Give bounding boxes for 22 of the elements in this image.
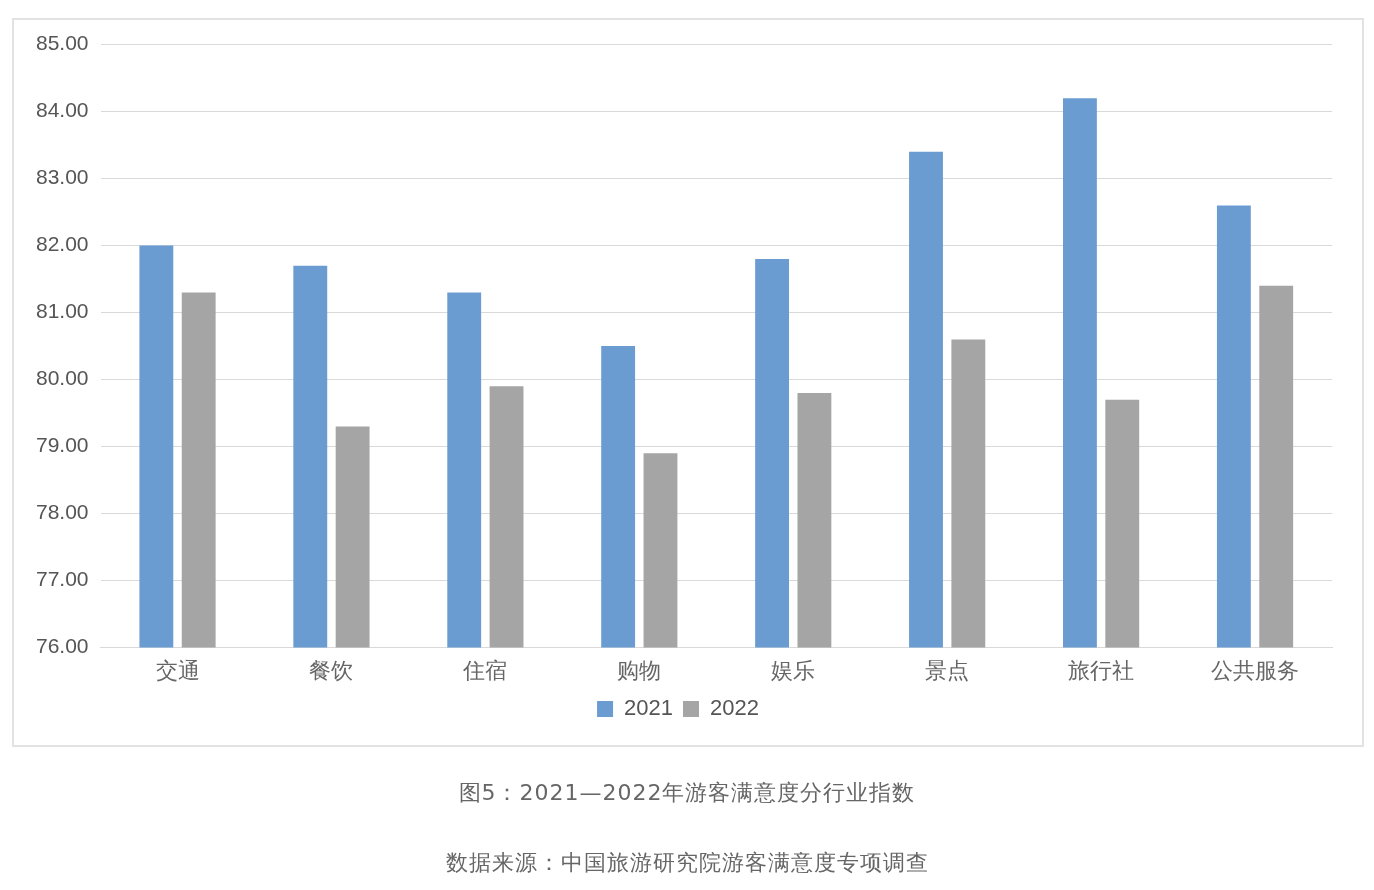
y-tick-label: 79.00 [35,433,89,457]
legend-label: 2022 [710,695,759,721]
x-tick-label: 娱乐 [771,657,816,683]
x-tick-label: 景点 [925,657,970,683]
y-tick-label: 82.00 [35,232,89,256]
y-tick-label: 85.00 [35,31,89,55]
x-tick-label: 餐饮 [309,657,354,683]
y-tick-label: 83.00 [35,165,89,189]
y-tick-label: 81.00 [35,299,89,323]
y-tick-label: 78.00 [35,500,89,524]
source-note: 数据来源：中国旅游研究院游客满意度专项调查 [444,849,930,877]
x-tick-label: 交通 [155,657,200,683]
x-tick-label: 旅行社 [1068,657,1135,683]
y-tick-label: 80.00 [35,366,89,390]
y-tick-label: 77.00 [35,567,89,591]
legend-label: 2021 [624,695,674,721]
x-tick-label: 购物 [617,657,662,683]
y-tick-label: 76.00 [35,634,89,658]
x-tick-label: 住宿 [462,657,508,683]
caption: 图5：2021—2022年游客满意度分行业指数 [457,779,917,807]
x-tick-label: 公共服务 [1211,657,1300,683]
y-tick-label: 84.00 [35,98,89,122]
